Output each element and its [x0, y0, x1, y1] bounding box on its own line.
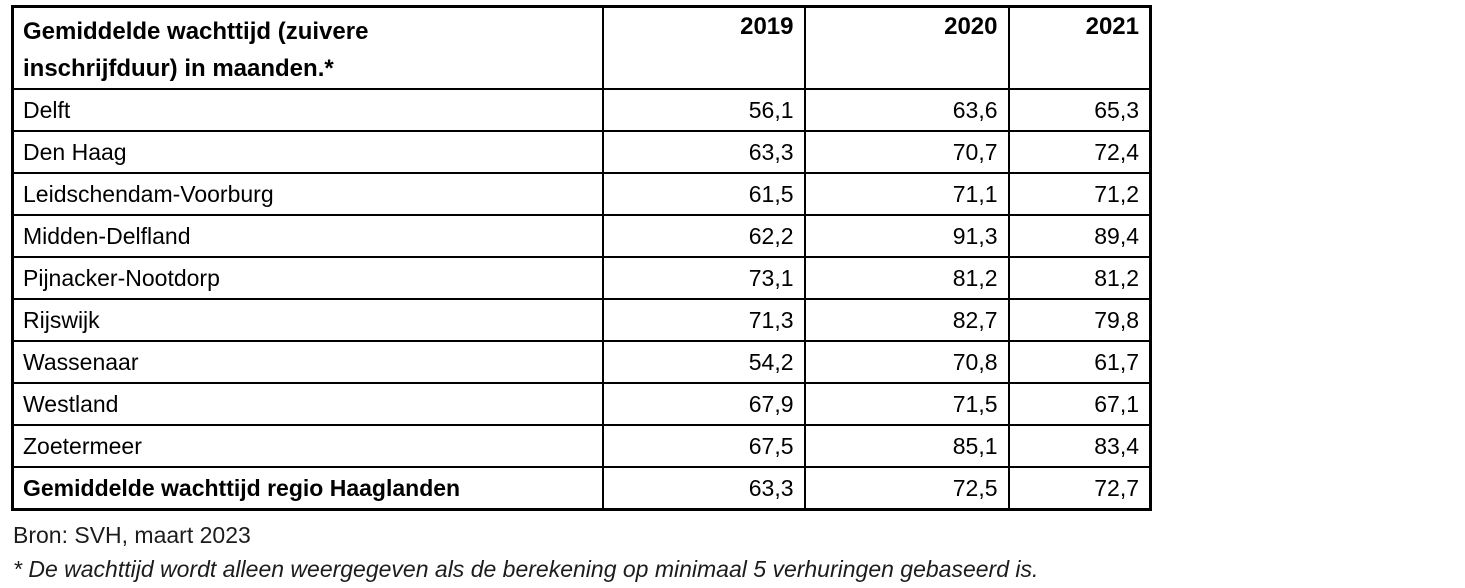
- wait-time-value: 65,3: [1007, 88, 1152, 133]
- wait-time-value: 72,5: [803, 466, 1010, 511]
- wait-time-value: 56,1: [601, 88, 806, 133]
- table-row: Pijnacker-Nootdorp 73,1 81,2 81,2: [11, 256, 1152, 301]
- municipality-name: Delft: [11, 88, 604, 133]
- wait-time-value: 71,2: [1007, 172, 1152, 217]
- wait-time-value: 71,1: [803, 172, 1010, 217]
- wait-time-value: 91,3: [803, 214, 1010, 259]
- wait-time-value: 89,4: [1007, 214, 1152, 259]
- year-header-2021: 2021: [1007, 5, 1152, 91]
- wait-time-value: 63,3: [601, 466, 806, 511]
- wait-time-value: 63,6: [803, 88, 1010, 133]
- wait-time-table: Gemiddelde wachttijd (zuivere inschrijfd…: [11, 5, 1152, 511]
- year-header-2020: 2020: [803, 5, 1010, 91]
- municipality-name: Den Haag: [11, 130, 604, 175]
- table-title-cell: Gemiddelde wachttijd (zuivere inschrijfd…: [11, 5, 604, 91]
- table-title-line-2: inschrijfduur) in maanden.*: [23, 55, 334, 83]
- wait-time-value: 67,5: [601, 424, 806, 469]
- wait-time-value: 63,3: [601, 130, 806, 175]
- wait-time-value: 81,2: [1007, 256, 1152, 301]
- table-row: Westland 67,9 71,5 67,1: [11, 382, 1152, 427]
- wait-time-value: 71,3: [601, 298, 806, 343]
- wait-time-value: 85,1: [803, 424, 1010, 469]
- wait-time-value: 54,2: [601, 340, 806, 385]
- wait-time-value: 79,8: [1007, 298, 1152, 343]
- municipality-name: Wassenaar: [11, 340, 604, 385]
- municipality-name: Rijswijk: [11, 298, 604, 343]
- wait-time-value: 62,2: [601, 214, 806, 259]
- table-body: Delft 56,1 63,6 65,3 Den Haag 63,3 70,7 72,4 Lei…: [11, 88, 1152, 511]
- table-row: Zoetermeer 67,5 85,1 83,4: [11, 424, 1152, 469]
- wait-time-value: 61,7: [1007, 340, 1152, 385]
- wait-time-value: 81,2: [803, 256, 1010, 301]
- municipality-name: Midden-Delfland: [11, 214, 604, 259]
- municipality-name: Leidschendam-Voorburg: [11, 172, 604, 217]
- table-row: Midden-Delfland 62,2 91,3 89,4: [11, 214, 1152, 259]
- wait-time-value: 67,1: [1007, 382, 1152, 427]
- wait-time-value: 70,7: [803, 130, 1010, 175]
- table-title-line-1: Gemiddelde wachttijd (zuivere: [23, 18, 369, 45]
- source-text: Bron: SVH, maart 2023: [13, 521, 251, 548]
- municipality-name: Zoetermeer: [11, 424, 604, 469]
- wait-time-value: 71,5: [803, 382, 1010, 427]
- table-row: Rijswijk 71,3 82,7 79,8: [11, 298, 1152, 343]
- wait-time-value: 70,8: [803, 340, 1010, 385]
- wait-time-value: 61,5: [601, 172, 806, 217]
- table-row: Den Haag 63,3 70,7 72,4: [11, 130, 1152, 175]
- wait-time-value: 72,7: [1007, 466, 1152, 511]
- year-header-2019: 2019: [601, 5, 806, 91]
- footnote-text: * De wachttijd wordt alleen weergegeven …: [13, 555, 1039, 582]
- wait-time-value: 73,1: [601, 256, 806, 301]
- table-row: Leidschendam-Voorburg 61,5 71,1 71,2: [11, 172, 1152, 217]
- report-table-page: Gemiddelde wachttijd (zuivere inschrijfd…: [0, 5, 1465, 588]
- wait-time-value: 83,4: [1007, 424, 1152, 469]
- table-row: Gemiddelde wachttijd regio Haaglanden 63,…: [11, 466, 1152, 511]
- municipality-name: Westland: [11, 382, 604, 427]
- municipality-name: Pijnacker-Nootdorp: [11, 256, 604, 301]
- wait-time-value: 72,4: [1007, 130, 1152, 175]
- municipality-name: Gemiddelde wachttijd regio Haaglanden: [11, 466, 604, 511]
- table-row: Wassenaar 54,2 70,8 61,7: [11, 340, 1152, 385]
- wait-time-value: 67,9: [601, 382, 806, 427]
- table-header-row: Gemiddelde wachttijd (zuivere inschrijfd…: [11, 5, 1152, 91]
- table-row: Delft 56,1 63,6 65,3: [11, 88, 1152, 133]
- wait-time-value: 82,7: [803, 298, 1010, 343]
